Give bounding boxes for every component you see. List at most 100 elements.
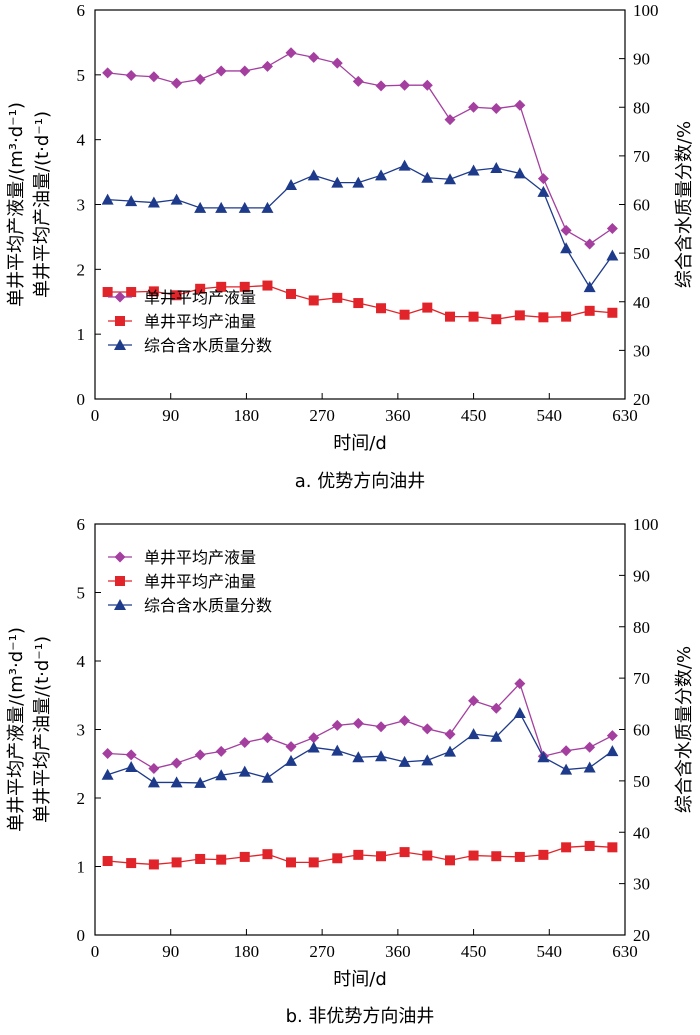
data-point-triangle bbox=[215, 201, 228, 213]
data-point-diamond bbox=[399, 715, 411, 727]
data-point-triangle bbox=[331, 176, 344, 188]
data-point-triangle bbox=[101, 768, 114, 780]
data-point-square bbox=[376, 851, 387, 862]
data-point-square bbox=[262, 849, 273, 860]
data-point-triangle bbox=[147, 196, 160, 208]
data-point-square bbox=[148, 859, 159, 870]
data-point-diamond bbox=[444, 114, 456, 126]
y2-tick-label: 80 bbox=[633, 98, 650, 117]
data-point-triangle bbox=[147, 776, 160, 788]
y-tick-label: 6 bbox=[77, 1, 86, 20]
data-point-diamond bbox=[102, 67, 114, 79]
y2-axis-label: 综合含水质量分数/% bbox=[674, 121, 695, 288]
y-tick-label: 2 bbox=[77, 260, 86, 279]
data-point-triangle bbox=[194, 201, 207, 213]
data-point-triangle bbox=[285, 179, 298, 191]
data-point-square bbox=[607, 307, 618, 318]
data-point-square bbox=[239, 851, 250, 862]
x-tick-label: 0 bbox=[91, 942, 100, 961]
figure-caption: a. 优势方向油井 bbox=[295, 471, 425, 492]
data-point-diamond bbox=[194, 73, 206, 85]
y-tick-label: 4 bbox=[77, 131, 86, 150]
x-axis-label: 时间/d bbox=[333, 433, 387, 454]
y-axis-label-oil: 单井平均产油量/(t·d⁻¹) bbox=[32, 636, 53, 823]
data-point-diamond bbox=[375, 721, 387, 733]
figure-caption: b. 非优势方向油井 bbox=[286, 1006, 435, 1027]
data-point-square bbox=[399, 847, 410, 858]
data-point-diamond bbox=[261, 60, 273, 72]
data-point-square bbox=[239, 281, 250, 292]
data-point-triangle bbox=[421, 171, 434, 183]
data-point-diamond bbox=[215, 745, 227, 757]
data-point-square bbox=[353, 849, 364, 860]
y2-tick-label: 70 bbox=[633, 147, 650, 166]
data-point-diamond bbox=[102, 747, 114, 759]
data-point-square bbox=[445, 855, 456, 866]
data-point-triangle bbox=[352, 176, 365, 188]
x-tick-label: 270 bbox=[309, 942, 335, 961]
data-point-square bbox=[538, 312, 549, 323]
data-point-diamond bbox=[239, 65, 251, 77]
x-tick-label: 630 bbox=[612, 406, 638, 425]
y2-tick-label: 60 bbox=[633, 196, 650, 215]
series-diamond bbox=[102, 678, 618, 775]
data-point-square bbox=[468, 311, 479, 322]
data-point-triangle bbox=[261, 201, 274, 213]
x-tick-label: 630 bbox=[612, 942, 638, 961]
data-point-square bbox=[126, 858, 137, 869]
y2-tick-label: 90 bbox=[633, 50, 650, 69]
y2-axis-label: 综合含水质量分数/% bbox=[674, 646, 695, 813]
y2-tick-label: 90 bbox=[633, 566, 650, 585]
data-point-square bbox=[216, 854, 227, 865]
legend-marker-triangle bbox=[114, 599, 126, 610]
data-point-diamond bbox=[399, 79, 411, 91]
data-point-square bbox=[102, 287, 113, 298]
data-point-square bbox=[514, 310, 525, 321]
legend-marker-square bbox=[115, 316, 125, 326]
x-tick-label: 90 bbox=[162, 942, 179, 961]
y-tick-label: 6 bbox=[77, 515, 86, 534]
data-point-triangle bbox=[537, 751, 550, 763]
data-point-square bbox=[262, 280, 273, 291]
data-point-triangle bbox=[583, 761, 596, 773]
y2-tick-label: 20 bbox=[633, 926, 650, 945]
data-point-triangle bbox=[285, 754, 298, 766]
data-point-diamond bbox=[514, 678, 526, 690]
data-point-triangle bbox=[352, 751, 365, 763]
data-point-diamond bbox=[171, 77, 183, 89]
data-point-triangle bbox=[606, 745, 619, 757]
x-tick-label: 90 bbox=[162, 406, 179, 425]
data-point-triangle bbox=[194, 776, 207, 788]
data-point-triangle bbox=[513, 167, 526, 179]
data-point-square bbox=[286, 857, 297, 868]
data-point-square bbox=[171, 290, 182, 301]
data-point-diamond bbox=[606, 730, 618, 742]
data-point-triangle bbox=[215, 769, 228, 781]
data-point-square bbox=[399, 309, 410, 320]
legend-label: 单井平均产液量 bbox=[144, 548, 256, 567]
data-point-triangle bbox=[513, 707, 526, 719]
data-point-diamond bbox=[285, 47, 297, 59]
legend-label: 综合含水质量分数 bbox=[144, 336, 272, 355]
data-point-square bbox=[126, 287, 137, 298]
data-point-square bbox=[584, 840, 595, 851]
data-point-square bbox=[148, 286, 159, 297]
x-tick-label: 450 bbox=[461, 406, 487, 425]
data-point-triangle bbox=[467, 164, 480, 176]
data-point-triangle bbox=[490, 730, 503, 742]
y2-tick-label: 50 bbox=[633, 244, 650, 263]
y2-tick-label: 40 bbox=[633, 293, 650, 312]
data-point-diamond bbox=[194, 749, 206, 761]
y2-tick-label: 100 bbox=[633, 1, 659, 20]
legend-label: 单井平均产油量 bbox=[144, 572, 256, 591]
legend-marker-square bbox=[115, 576, 125, 586]
data-point-diamond bbox=[375, 80, 387, 92]
data-point-diamond bbox=[125, 69, 137, 81]
data-point-diamond bbox=[537, 173, 549, 185]
data-point-triangle bbox=[490, 162, 503, 174]
data-point-diamond bbox=[171, 757, 183, 769]
data-point-triangle bbox=[125, 195, 138, 207]
data-point-diamond bbox=[421, 723, 433, 735]
